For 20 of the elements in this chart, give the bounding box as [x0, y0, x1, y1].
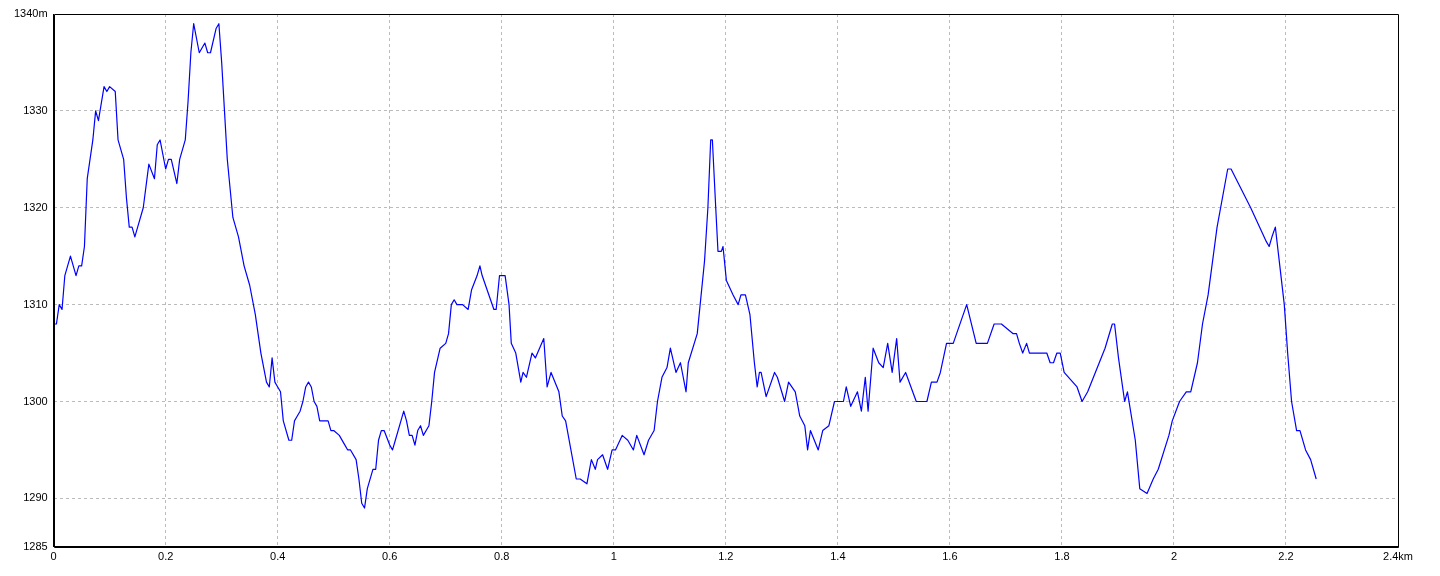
y-tick-label: 1340m [13, 7, 48, 20]
y-tick-label: 1300 [23, 394, 48, 407]
x-tick-label: 0.6 [382, 550, 398, 563]
x-tick-label: 1.6 [942, 550, 958, 563]
x-tick-label: 1.4 [830, 550, 846, 563]
x-tick-label: 0 [50, 550, 57, 563]
y-tick-label: 1310 [23, 297, 48, 310]
x-tick-label: 2 [1170, 550, 1177, 563]
y-tick-label: 1320 [23, 200, 48, 213]
x-tick-label: 0.2 [158, 550, 174, 563]
x-tick-label: 1.8 [1054, 550, 1070, 563]
y-tick-label: 1290 [23, 491, 48, 504]
x-tick-label: 0.8 [494, 550, 510, 563]
x-tick-label: 1.2 [718, 550, 734, 563]
y-tick-label: 1285 [23, 539, 48, 552]
x-tick-label: 1 [610, 550, 617, 563]
y-tick-label: 1330 [23, 103, 48, 116]
x-tick-label: 0.4 [270, 550, 286, 563]
x-tick-label: 2.2 [1278, 550, 1294, 563]
x-tick-label: 2.4km [1383, 550, 1413, 563]
